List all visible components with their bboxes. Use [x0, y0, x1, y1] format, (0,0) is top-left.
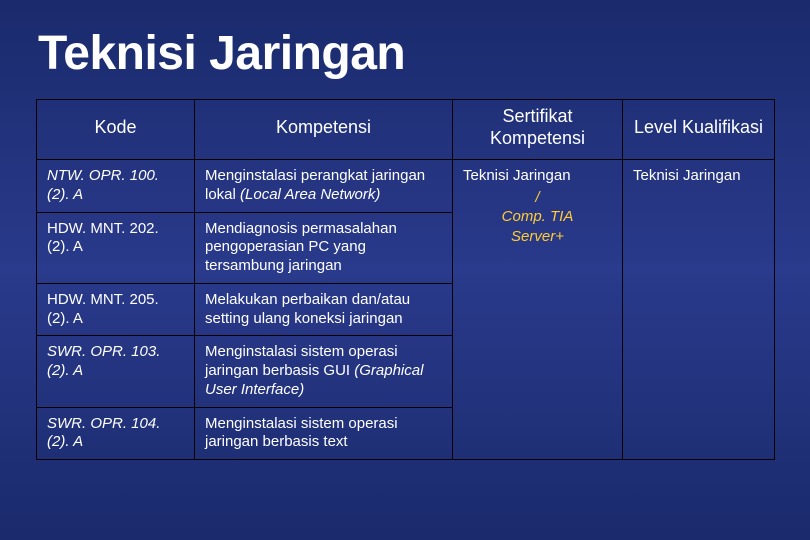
col-header-comp: Kompetensi	[195, 100, 453, 160]
cell-code: NTW. OPR. 100. (2). A	[37, 160, 195, 213]
cell-comp: Menginstalasi sistem operasi jaringan be…	[195, 336, 453, 407]
table-header-row: Kode Kompetensi Sertifikat Kompetensi Le…	[37, 100, 775, 160]
cert-main: Teknisi Jaringan	[463, 167, 571, 184]
cell-comp: Melakukan perbaikan dan/atau setting ula…	[195, 283, 453, 336]
cell-comp: Menginstalasi perangkat jaringan lokal (…	[195, 160, 453, 213]
col-header-cert: Sertifikat Kompetensi	[453, 100, 623, 160]
col-header-code: Kode	[37, 100, 195, 160]
cell-comp: Mendiagnosis permasalahan pengoperasian …	[195, 212, 453, 283]
cert-sub: / Comp. TIA Server+	[463, 188, 612, 247]
cert-sub-line1: Comp. TIA	[502, 208, 574, 225]
table-row: NTW. OPR. 100. (2). A Menginstalasi pera…	[37, 160, 775, 213]
slide: Teknisi Jaringan Kode Kompetensi Sertifi…	[0, 0, 810, 540]
cell-code: SWR. OPR. 104. (2). A	[37, 407, 195, 460]
cell-cert-merged: Teknisi Jaringan / Comp. TIA Server+	[453, 160, 623, 460]
comp-plain: Mendiagnosis permasalahan pengoperasian …	[205, 220, 397, 275]
cell-comp: Menginstalasi sistem operasi jaringan be…	[195, 407, 453, 460]
cert-sub-line2: Server+	[511, 228, 564, 245]
col-header-level: Level Kualifikasi	[623, 100, 775, 160]
page-title: Teknisi Jaringan	[38, 26, 774, 81]
comp-plain: Menginstalasi sistem operasi jaringan be…	[205, 415, 398, 451]
comp-plain: Melakukan perbaikan dan/atau setting ula…	[205, 291, 410, 327]
cert-sub-sep: /	[535, 189, 539, 206]
cell-code: SWR. OPR. 103. (2). A	[37, 336, 195, 407]
cell-level-merged: Teknisi Jaringan	[623, 160, 775, 460]
competency-table: Kode Kompetensi Sertifikat Kompetensi Le…	[36, 99, 775, 460]
cell-code: HDW. MNT. 205. (2). A	[37, 283, 195, 336]
comp-italic: (Local Area Network)	[240, 186, 380, 203]
cell-code: HDW. MNT. 202. (2). A	[37, 212, 195, 283]
